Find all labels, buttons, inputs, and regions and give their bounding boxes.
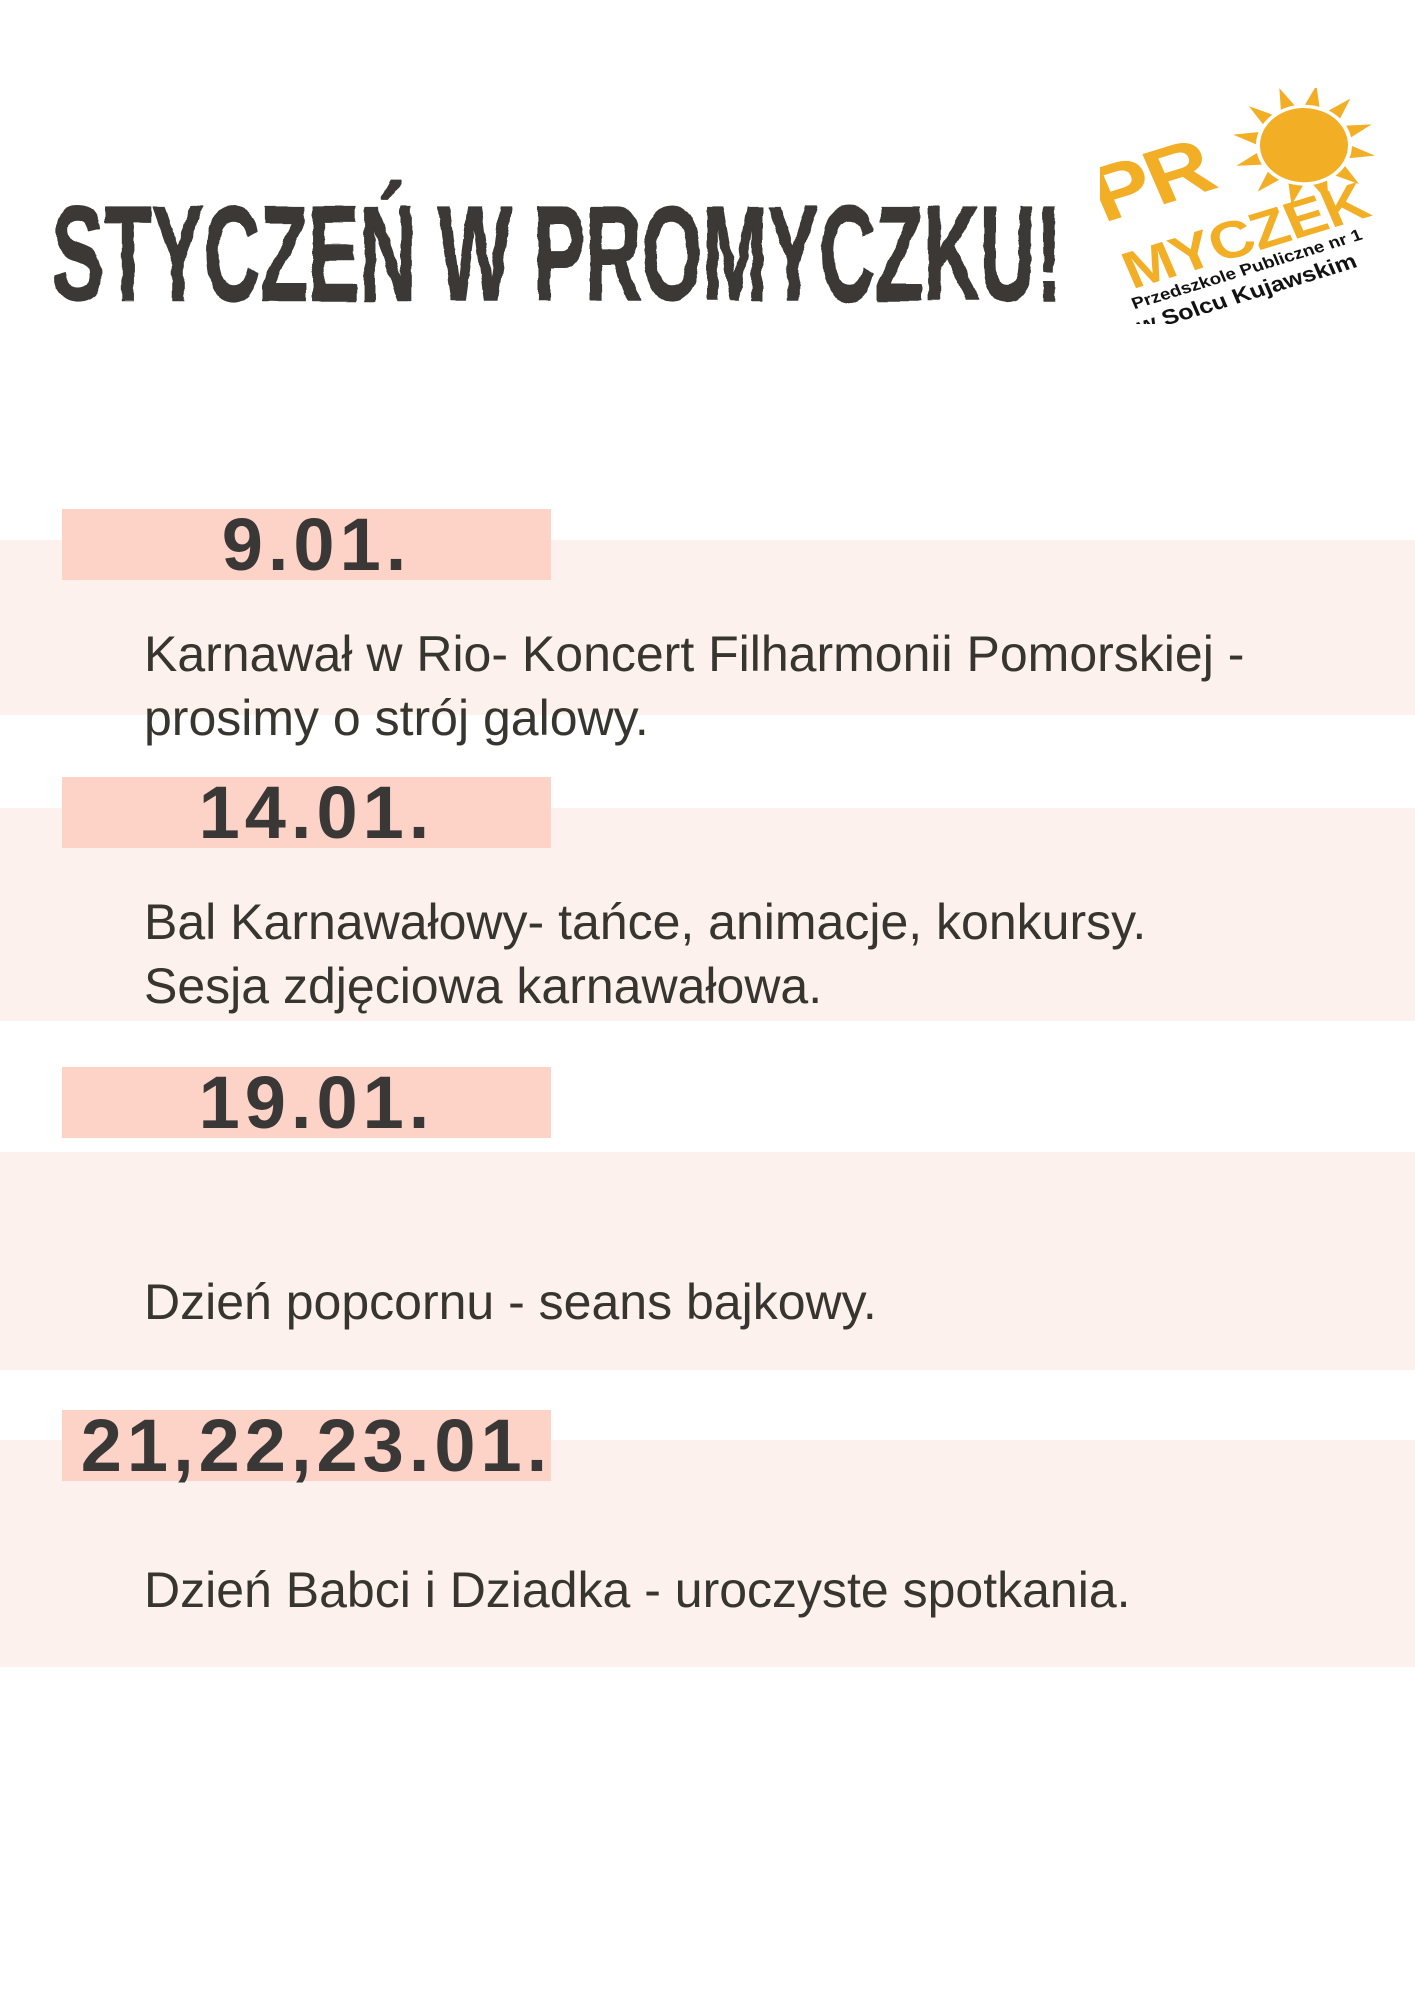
svg-text:STYCZEŃ W PROMYCZKU!: STYCZEŃ W PROMYCZKU! xyxy=(52,178,1062,329)
